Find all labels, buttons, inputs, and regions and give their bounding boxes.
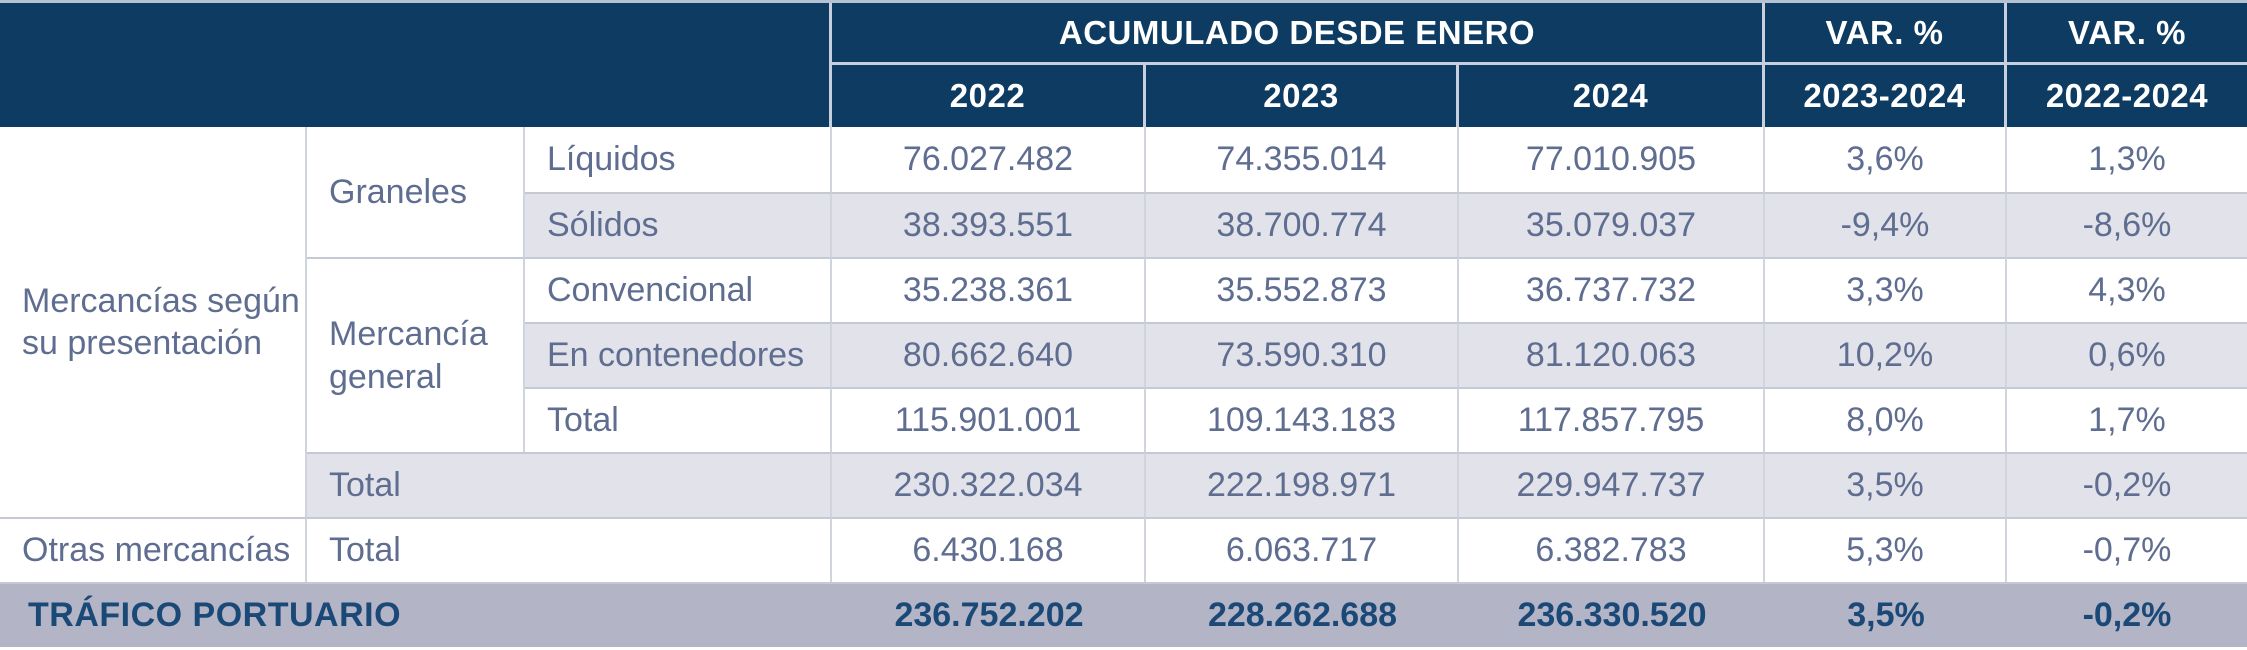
cell-total-mg-2023: 109.143.183 <box>1146 387 1459 452</box>
subgroup-label-graneles: Graneles <box>307 127 525 257</box>
row-liquidos: Mercancías según su presentación Granele… <box>0 127 2247 517</box>
cell-liquidos-2023: 74.355.014 <box>1146 127 1459 192</box>
cell-trafico-2024: 236.330.520 <box>1459 582 1765 647</box>
row-label-convencional: Convencional <box>525 257 832 322</box>
header-var-pct-2: VAR. % <box>2007 3 2247 65</box>
table-body: Mercancías según su presentación Granele… <box>0 127 2247 647</box>
header-row-groups: ACUMULADO DESDE ENERO VAR. % VAR. % <box>0 3 2247 127</box>
row-label-liquidos: Líquidos <box>525 127 832 192</box>
cell-solidos-2023: 38.700.774 <box>1146 192 1459 257</box>
cell-contenedores-var-2023-2024: 10,2% <box>1765 322 2007 387</box>
cell-liquidos-var-2023-2024: 3,6% <box>1765 127 2007 192</box>
table-header: ACUMULADO DESDE ENERO VAR. % VAR. % 2022… <box>0 3 2247 127</box>
row-trafico-portuario: TRÁFICO PORTUARIO 236.752.202 228.262.68… <box>0 582 2247 647</box>
group-label-mercancias-segun-presentacion: Mercancías según su presentación <box>0 127 307 517</box>
cell-total-seccion-2022: 230.322.034 <box>832 452 1146 517</box>
cell-trafico-2023: 228.262.688 <box>1146 582 1459 647</box>
cell-otras-2022: 6.430.168 <box>832 517 1146 582</box>
cell-convencional-var-2022-2024: 4,3% <box>2007 257 2247 322</box>
header-acumulado-desde-enero: ACUMULADO DESDE ENERO <box>832 3 1765 65</box>
subgroup-label-mercancia-general: Mercancía general <box>307 257 525 452</box>
cell-total-seccion-2023: 222.198.971 <box>1146 452 1459 517</box>
cell-liquidos-var-2022-2024: 1,3% <box>2007 127 2247 192</box>
cell-trafico-2022: 236.752.202 <box>832 582 1146 647</box>
row-label-solidos: Sólidos <box>525 192 832 257</box>
row-total-seccion: Total 230.322.034 222.198.971 229.947.73… <box>0 452 2247 517</box>
row-convencional: Mercancía general Convencional 35.238.36… <box>0 257 2247 452</box>
row-label-total-seccion: Total <box>307 452 832 517</box>
header-var-pct-1: VAR. % <box>1765 3 2007 65</box>
cell-total-seccion-var-2023-2024: 3,5% <box>1765 452 2007 517</box>
cell-contenedores-2022: 80.662.640 <box>832 322 1146 387</box>
cell-otras-var-2023-2024: 5,3% <box>1765 517 2007 582</box>
cell-liquidos-2022: 76.027.482 <box>832 127 1146 192</box>
header-year-2023: 2023 <box>1146 65 1459 127</box>
port-traffic-table: ACUMULADO DESDE ENERO VAR. % VAR. % 2022… <box>0 3 2247 647</box>
cell-solidos-2024: 35.079.037 <box>1459 192 1765 257</box>
cell-contenedores-2023: 73.590.310 <box>1146 322 1459 387</box>
row-en-contenedores: En contenedores 80.662.640 73.590.310 81… <box>0 322 2247 387</box>
group-label-otras-mercancias: Otras mercancías <box>0 517 307 582</box>
cell-convencional-var-2023-2024: 3,3% <box>1765 257 2007 322</box>
row-otras-mercancias: Otras mercancías Total 6.430.168 6.063.7… <box>0 517 2247 582</box>
header-range-2022-2024: 2022-2024 <box>2007 65 2247 127</box>
header-year-2022: 2022 <box>832 65 1146 127</box>
cell-total-mg-var-2022-2024: 1,7% <box>2007 387 2247 452</box>
row-label-total-otras: Total <box>307 517 832 582</box>
header-year-2024: 2024 <box>1459 65 1765 127</box>
cell-liquidos-2024: 77.010.905 <box>1459 127 1765 192</box>
row-label-trafico-portuario: TRÁFICO PORTUARIO <box>0 582 832 647</box>
cell-solidos-var-2022-2024: -8,6% <box>2007 192 2247 257</box>
header-row-years: 2022 2023 2024 2023-2024 2022-2024 <box>0 65 2247 127</box>
cell-contenedores-var-2022-2024: 0,6% <box>2007 322 2247 387</box>
cell-trafico-var-2022-2024: -0,2% <box>2007 582 2247 647</box>
row-total-mercancia-general: Total 115.901.001 109.143.183 117.857.79… <box>0 387 2247 452</box>
cell-total-seccion-2024: 229.947.737 <box>1459 452 1765 517</box>
cell-total-mg-2024: 117.857.795 <box>1459 387 1765 452</box>
cell-otras-var-2022-2024: -0,7% <box>2007 517 2247 582</box>
cell-contenedores-2024: 81.120.063 <box>1459 322 1765 387</box>
row-solidos: Sólidos 38.393.551 38.700.774 35.079.037… <box>0 192 2247 257</box>
cell-total-mg-2022: 115.901.001 <box>832 387 1146 452</box>
top-edge-strip <box>0 0 2247 3</box>
cell-solidos-2022: 38.393.551 <box>832 192 1146 257</box>
row-label-en-contenedores: En contenedores <box>525 322 832 387</box>
header-corner-cell <box>0 3 832 127</box>
header-range-2023-2024: 2023-2024 <box>1765 65 2007 127</box>
cell-otras-2023: 6.063.717 <box>1146 517 1459 582</box>
cell-trafico-var-2023-2024: 3,5% <box>1765 582 2007 647</box>
cell-convencional-2022: 35.238.361 <box>832 257 1146 322</box>
cell-otras-2024: 6.382.783 <box>1459 517 1765 582</box>
cell-total-seccion-var-2022-2024: -0,2% <box>2007 452 2247 517</box>
row-label-total-mercancia-general: Total <box>525 387 832 452</box>
cell-convencional-2023: 35.552.873 <box>1146 257 1459 322</box>
cell-convencional-2024: 36.737.732 <box>1459 257 1765 322</box>
cell-total-mg-var-2023-2024: 8,0% <box>1765 387 2007 452</box>
cell-solidos-var-2023-2024: -9,4% <box>1765 192 2007 257</box>
